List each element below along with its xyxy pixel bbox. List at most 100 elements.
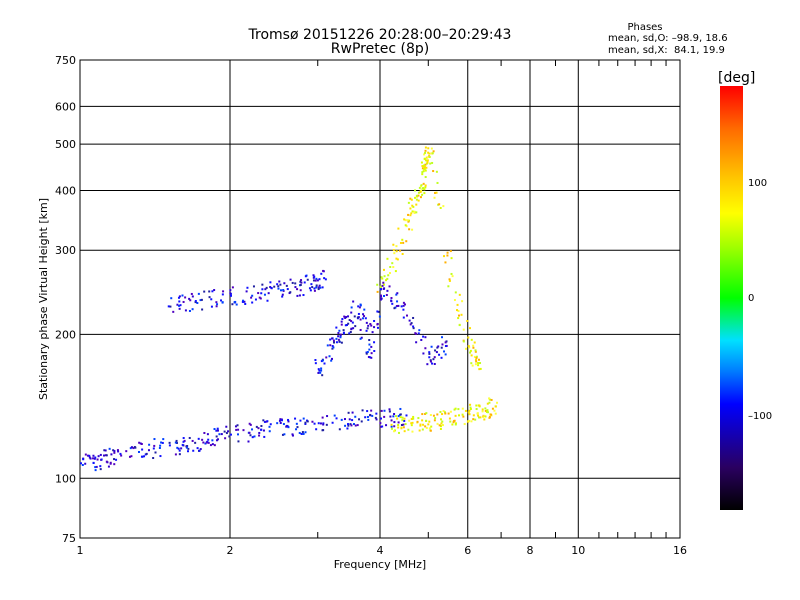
data-point	[443, 350, 446, 353]
data-point	[439, 410, 442, 413]
data-point	[373, 319, 376, 322]
data-point	[236, 424, 239, 427]
data-point	[178, 295, 181, 298]
data-point	[442, 410, 445, 413]
data-point	[320, 272, 323, 275]
data-point	[376, 283, 379, 286]
data-point	[455, 422, 458, 425]
data-point	[182, 437, 185, 440]
data-point	[210, 298, 213, 301]
data-point	[264, 288, 267, 291]
data-point	[100, 458, 103, 461]
data-point	[362, 313, 365, 316]
data-point	[178, 307, 181, 310]
data-point	[411, 210, 414, 213]
data-point	[242, 429, 245, 432]
data-point	[259, 297, 262, 300]
data-point	[199, 299, 202, 302]
data-point	[469, 349, 472, 352]
data-point	[421, 171, 424, 174]
data-point	[253, 435, 256, 438]
data-point	[88, 456, 91, 459]
data-point	[282, 289, 285, 292]
data-point	[279, 418, 282, 421]
data-point	[213, 444, 216, 447]
data-point	[470, 338, 473, 341]
data-point	[399, 413, 402, 416]
data-point	[370, 409, 373, 412]
data-point	[277, 287, 280, 290]
data-point	[373, 326, 376, 329]
data-point	[476, 412, 479, 415]
chart-title-line1: Tromsø 20151226 20:28:00–20:29:43	[248, 27, 512, 43]
data-point	[300, 432, 303, 435]
data-point	[338, 428, 341, 431]
data-point	[350, 327, 353, 330]
data-point	[432, 358, 435, 361]
data-point	[411, 421, 414, 424]
data-point	[267, 292, 270, 295]
data-point	[350, 311, 353, 314]
data-point	[348, 319, 351, 322]
data-point	[247, 440, 250, 443]
data-point	[410, 212, 413, 215]
data-point	[211, 439, 214, 442]
data-point	[196, 301, 199, 304]
data-point	[357, 312, 360, 315]
data-point	[468, 409, 471, 412]
data-point	[346, 427, 349, 430]
data-point	[321, 286, 324, 289]
data-point	[268, 430, 271, 433]
data-point	[296, 288, 299, 291]
data-point	[367, 324, 370, 327]
data-point	[203, 431, 206, 434]
data-point	[402, 308, 405, 311]
data-point	[435, 191, 438, 194]
data-point	[418, 429, 421, 432]
data-point	[115, 458, 118, 461]
data-point	[321, 429, 324, 432]
data-point	[381, 284, 384, 287]
data-point	[379, 422, 382, 425]
data-point	[175, 442, 178, 445]
data-point	[490, 413, 493, 416]
data-point	[475, 408, 478, 411]
data-point	[337, 335, 340, 338]
data-point	[424, 149, 427, 152]
data-point	[317, 368, 320, 371]
data-point	[385, 294, 388, 297]
data-point	[415, 341, 418, 344]
data-point	[439, 206, 442, 209]
data-point	[342, 332, 345, 335]
data-point	[423, 168, 426, 171]
data-point	[366, 351, 369, 354]
data-point	[422, 423, 425, 426]
data-point	[92, 454, 95, 457]
data-point	[425, 412, 428, 415]
data-point	[291, 281, 294, 284]
data-point	[470, 362, 473, 365]
data-point	[375, 418, 378, 421]
data-point	[404, 219, 407, 222]
data-point	[304, 422, 307, 425]
data-point	[354, 415, 357, 418]
data-point	[366, 327, 369, 330]
data-point	[335, 417, 338, 420]
data-point	[392, 243, 395, 246]
data-point	[420, 161, 423, 164]
data-point	[413, 211, 416, 214]
data-point	[289, 278, 292, 281]
data-point	[477, 414, 480, 417]
data-point	[191, 308, 194, 311]
data-point	[331, 337, 334, 340]
data-point	[396, 292, 399, 295]
data-point	[390, 297, 393, 300]
colorbar-tick-minus100: –100	[748, 411, 773, 422]
data-point	[178, 449, 181, 452]
data-point	[190, 292, 193, 295]
data-point	[397, 431, 400, 434]
data-point	[269, 423, 272, 426]
data-point	[424, 336, 427, 339]
data-point	[431, 161, 434, 164]
data-point	[395, 293, 398, 296]
